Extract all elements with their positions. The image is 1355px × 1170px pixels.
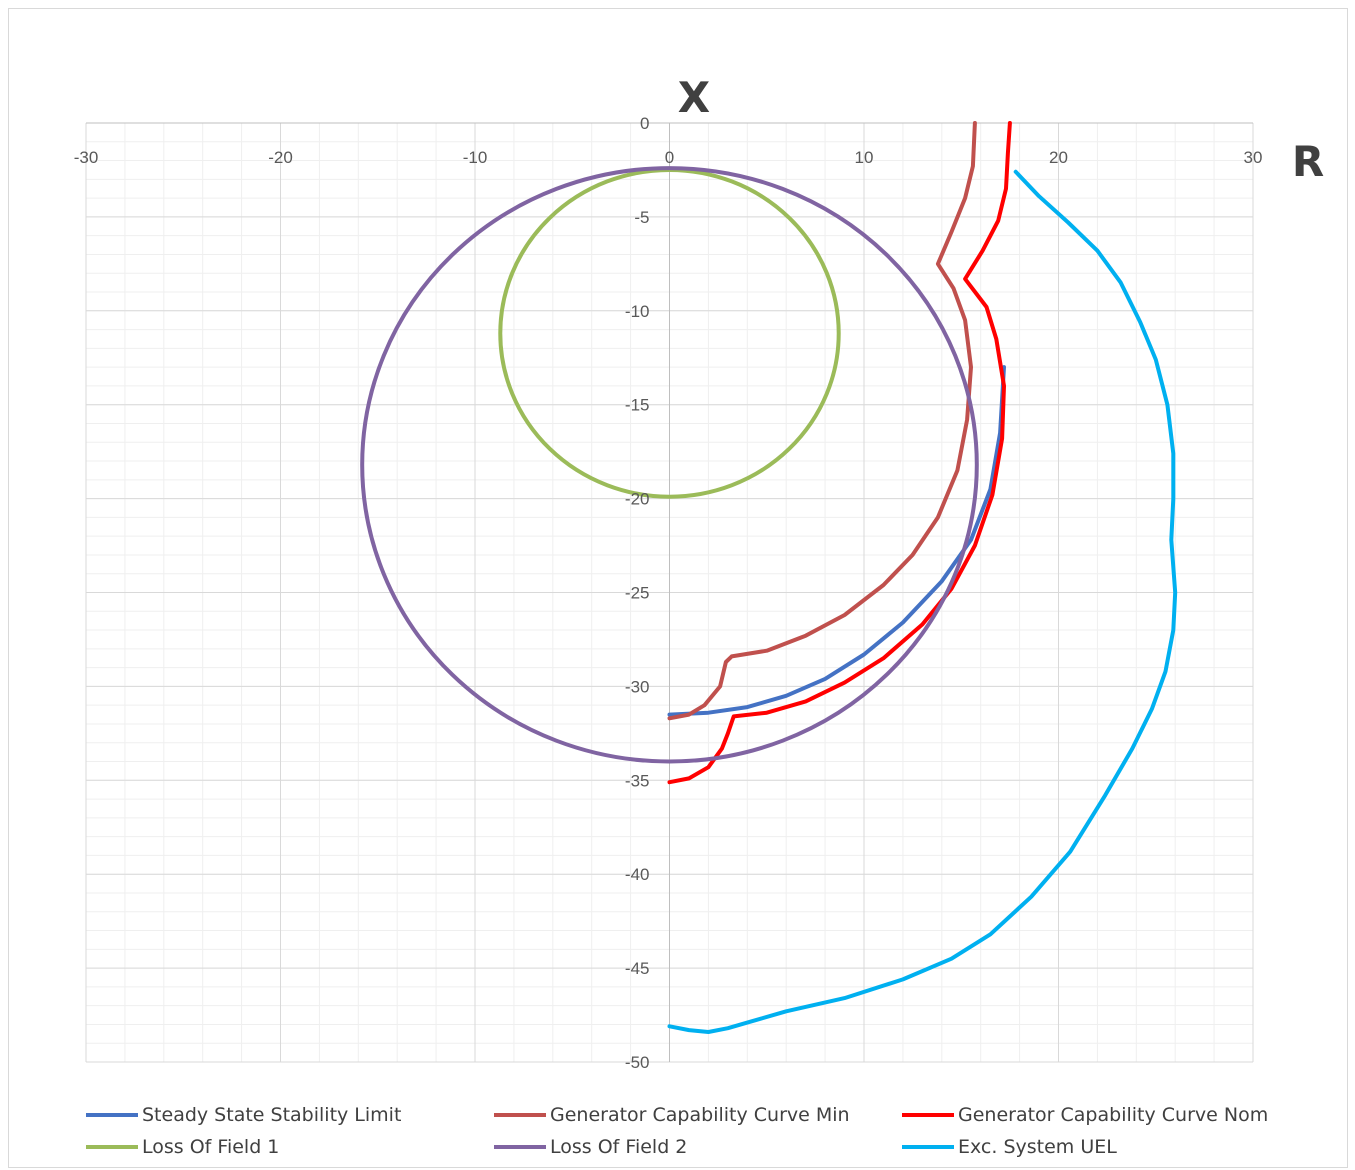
legend-label: Generator Capability Curve Min <box>550 1104 850 1126</box>
axes <box>86 122 1253 1062</box>
legend-swatch <box>86 1113 138 1117</box>
y-tick-label: -30 <box>625 677 650 696</box>
x-tick-label: -20 <box>268 148 293 167</box>
y-tick-label: -40 <box>625 865 650 884</box>
legend-swatch <box>86 1145 138 1149</box>
legend-item: Loss Of Field 2 <box>494 1132 687 1162</box>
chart-frame <box>8 8 1348 1168</box>
x-tick-label: 20 <box>1049 148 1068 167</box>
y-tick-label: -45 <box>625 959 650 978</box>
y-tick-label: -10 <box>625 302 650 321</box>
legend-swatch <box>902 1145 954 1149</box>
x-tick-label: 10 <box>855 148 874 167</box>
series-generator-capability-curve-nom <box>667 121 1012 785</box>
legend-item: Loss Of Field 1 <box>86 1132 279 1162</box>
legend-swatch <box>902 1113 954 1117</box>
chart-plot: -30 -20 -10 0 10 20 30 0 -5 -10 -15 -20 -25 -30 -35 -40… <box>74 73 1324 1072</box>
series-exc-system-uel <box>667 169 1178 1034</box>
y-tick-label: -15 <box>625 396 650 415</box>
legend-item: Exc. System UEL <box>902 1132 1117 1162</box>
legend-label: Loss Of Field 2 <box>550 1136 688 1158</box>
tick-labels: -30 -20 -10 0 10 20 30 0 -5 -10 -15 -20 -25 -30 -35 -40… <box>74 114 1263 1072</box>
x-axis-title: R <box>1292 137 1324 186</box>
y-tick-label: -35 <box>625 771 650 790</box>
x-tick-label: 30 <box>1244 148 1263 167</box>
x-tick-label: -10 <box>463 148 488 167</box>
series-layer <box>360 121 1178 1034</box>
legend-item: Steady State Stability Limit <box>86 1100 401 1130</box>
series-loss-of-field-2 <box>360 166 979 764</box>
legend-swatch <box>494 1145 546 1149</box>
y-tick-label: 0 <box>640 114 649 133</box>
x-tick-label: 0 <box>665 148 674 167</box>
y-tick-label: -5 <box>634 208 649 227</box>
y-axis-title: X <box>678 73 710 122</box>
legend: Steady State Stability Limit Generator Ca… <box>0 1098 1355 1162</box>
series-steady-state-stability-limit <box>667 365 1006 717</box>
legend-item: Generator Capability Curve Nom <box>902 1100 1268 1130</box>
legend-label: Loss Of Field 1 <box>142 1136 280 1158</box>
legend-label: Generator Capability Curve Nom <box>958 1104 1269 1126</box>
legend-swatch <box>494 1113 546 1117</box>
y-tick-label: -20 <box>625 490 650 509</box>
y-tick-label: -50 <box>625 1053 650 1072</box>
legend-label: Exc. System UEL <box>958 1136 1117 1158</box>
legend-label: Steady State Stability Limit <box>142 1104 402 1126</box>
y-tick-label: -25 <box>625 584 650 603</box>
legend-item: Generator Capability Curve Min <box>494 1100 850 1130</box>
x-tick-label: -30 <box>74 148 99 167</box>
series-generator-capability-curve-min <box>667 121 977 721</box>
